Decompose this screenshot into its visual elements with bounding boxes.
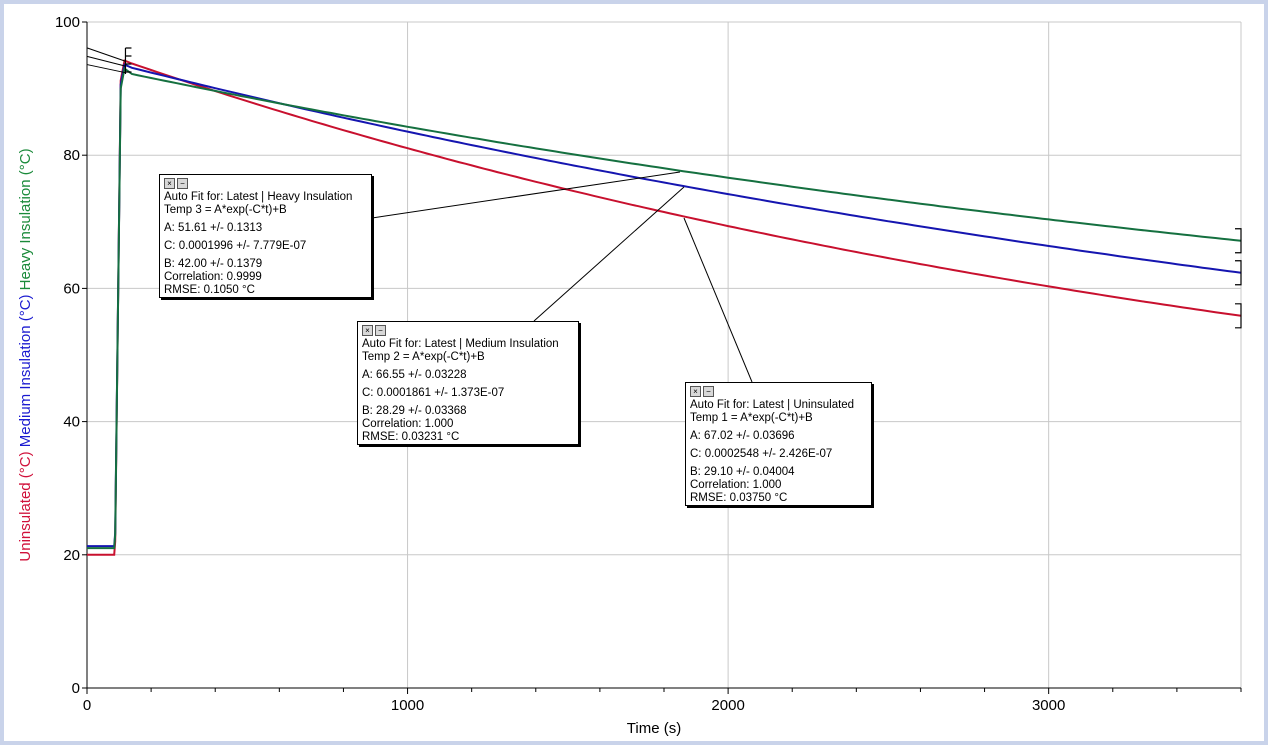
y-axis-label-part: Heavy Insulation (°C) <box>17 148 34 294</box>
minimize-icon[interactable]: − <box>703 386 714 397</box>
fit-correlation: Correlation: 1.000 <box>690 479 782 491</box>
fit-title: Auto Fit for: Latest | Heavy Insulation <box>164 191 353 203</box>
series-line <box>87 63 1242 548</box>
close-icon[interactable]: × <box>690 386 701 397</box>
y-tick-label: 80 <box>63 147 80 164</box>
cooling-curve-chart[interactable]: 0 1000 2000 3000 0 20 40 60 80 100 Time (s) Uninsul… <box>4 4 1268 749</box>
fit-rmse: RMSE: 0.03750 °C <box>690 492 788 504</box>
fit-param-a: A: 51.61 +/- 0.1313 <box>164 222 263 234</box>
minimize-icon[interactable]: − <box>375 325 386 336</box>
fit-equation: Temp 1 = A*exp(-C*t)+B <box>690 412 813 424</box>
fit-extrapolation-line <box>86 64 126 74</box>
close-icon[interactable]: × <box>164 178 175 189</box>
fit-param-b: B: 28.29 +/- 0.03368 <box>362 405 467 417</box>
fit-box-medium-insulation[interactable]: × − Auto Fit for: Latest | Medium Insula… <box>357 321 579 445</box>
fit-param-a: A: 67.02 +/- 0.03696 <box>690 430 795 442</box>
fit-title: Auto Fit for: Latest | Medium Insulation <box>362 338 559 350</box>
x-tick-label: 2000 <box>711 697 744 714</box>
fit-rmse: RMSE: 0.03231 °C <box>362 431 460 443</box>
fit-param-b: B: 42.00 +/- 0.1379 <box>164 258 263 270</box>
minimize-icon[interactable]: − <box>177 178 188 189</box>
y-axis-label-part: Uninsulated (°C) <box>17 451 34 561</box>
fit-title: Auto Fit for: Latest | Uninsulated <box>690 399 855 411</box>
fit-param-b: B: 29.10 +/- 0.04004 <box>690 466 795 478</box>
fit-leader-line-uninsulated <box>683 217 753 383</box>
x-tick-label: 1000 <box>391 697 424 714</box>
fit-extrapolation-line <box>86 55 126 67</box>
y-axis-label-part: Medium Insulation (°C) <box>17 294 34 451</box>
y-tick-label: 60 <box>63 280 80 297</box>
fit-leader-line-medium <box>533 186 685 322</box>
x-tick-label: 3000 <box>1032 697 1065 714</box>
y-tick-label: 20 <box>63 547 80 564</box>
x-axis-label: Time (s) <box>627 720 681 737</box>
fit-param-c: C: 0.0001861 +/- 1.373E-07 <box>362 387 505 399</box>
fit-extrapolation-line <box>86 47 126 62</box>
x-tick-label: 0 <box>83 697 91 714</box>
y-tick-label: 40 <box>63 414 80 431</box>
fit-equation: Temp 2 = A*exp(-C*t)+B <box>362 351 485 363</box>
fit-correlation: Correlation: 1.000 <box>362 418 454 430</box>
fit-param-c: C: 0.0001996 +/- 7.779E-07 <box>164 240 307 252</box>
y-tick-label: 100 <box>55 14 80 31</box>
fit-equation: Temp 3 = A*exp(-C*t)+B <box>164 204 287 216</box>
fit-param-c: C: 0.0002548 +/- 2.426E-07 <box>690 448 833 460</box>
series-line <box>87 66 1242 550</box>
fit-box-heavy-insulation[interactable]: × − Auto Fit for: Latest | Heavy Insulat… <box>159 174 372 298</box>
fit-range-bracket <box>1235 303 1242 329</box>
close-icon[interactable]: × <box>362 325 373 336</box>
fit-correlation: Correlation: 0.9999 <box>164 271 262 283</box>
fit-param-a: A: 66.55 +/- 0.03228 <box>362 369 467 381</box>
y-axis-label: Uninsulated (°C) Medium Insulation (°C) … <box>17 148 34 561</box>
y-tick-label: 0 <box>72 680 80 697</box>
fit-rmse: RMSE: 0.1050 °C <box>164 284 255 296</box>
fit-range-bracket <box>1235 260 1242 286</box>
fit-box-uninsulated[interactable]: × − Auto Fit for: Latest | Uninsulated T… <box>685 382 872 506</box>
fit-leader-line-heavy <box>371 171 681 219</box>
series-line <box>87 59 1242 556</box>
fit-range-bracket <box>1235 228 1242 254</box>
